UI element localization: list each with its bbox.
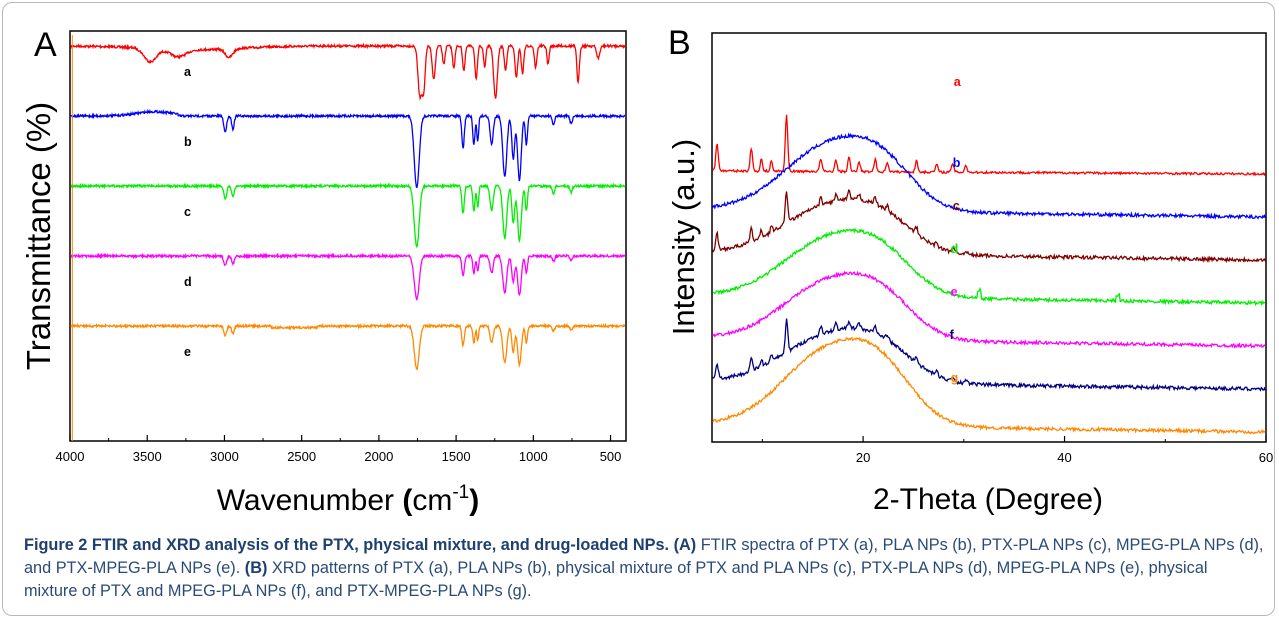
- caption-b-text: XRD patterns of PTX (a), PLA NPs (b), ph…: [24, 559, 1208, 600]
- panel-b-series-line-a: [712, 114, 1266, 177]
- panel-b-series-line-f: [712, 318, 1266, 392]
- panel-b-series-label-f: f: [950, 328, 955, 342]
- panel-a-x-tick-label: 2500: [287, 449, 316, 464]
- panel-a-x-axis-label-paren-open: (: [402, 484, 412, 517]
- panel-b-series-label-d: d: [951, 242, 959, 256]
- panel-a: A 4000 3500 3000 2500 2000 1500 1000 500 abcde …: [20, 26, 627, 517]
- panel-b-series-group: a b c d e f g: [711, 75, 1266, 435]
- caption-title: Figure 2 FTIR and XRD analysis of the PT…: [24, 536, 670, 554]
- panel-b-series-line-g: [712, 336, 1266, 435]
- panel-b-x-tick-label: 40: [1057, 450, 1071, 465]
- panel-a-x-axis-label-superscript: -1: [452, 482, 469, 503]
- panel-b-series-line-c: [711, 189, 1266, 264]
- panel-b-series-label-b: b: [953, 156, 961, 170]
- panel-b-series-line-e: [711, 270, 1266, 349]
- panel-b-series-label-a: a: [954, 75, 962, 89]
- panel-a-x-ticks: 4000 3500 3000 2500 2000 1500 1000 500: [56, 435, 622, 464]
- panel-b-x-axis-label: 2-Theta (Degree): [873, 483, 1103, 516]
- panel-b-series-label-c: c: [953, 199, 960, 213]
- panel-b-axes-frame: [711, 32, 1267, 443]
- panel-b-series-label-e: e: [951, 285, 958, 299]
- panel-a-x-tick-label: 500: [600, 449, 622, 464]
- panel-a-series-label-e: e: [184, 345, 191, 359]
- caption-a-tag: (A): [673, 536, 697, 554]
- panel-a-x-tick-label: 1500: [442, 449, 471, 464]
- panel-a-series-line-b: [70, 108, 626, 189]
- panel-b: B 20 40 60 a b c d e f g Intensity (a.u.) 2-Thet…: [666, 24, 1273, 516]
- panel-b-x-tick-label: 20: [856, 450, 870, 465]
- panel-b-series-label-g: g: [951, 371, 959, 385]
- panel-a-series-line-e: [70, 322, 626, 371]
- panel-a-series-line-c: [70, 182, 626, 248]
- caption-a-text: FTIR spectra of PTX (a), PLA NPs (b), PT…: [24, 536, 1264, 577]
- panel-a-x-tick-label: 3500: [133, 449, 162, 464]
- panel-a-x-tick-label: 4000: [56, 449, 85, 464]
- panel-b-series-line-d: [712, 227, 1266, 307]
- panel-a-x-axis-label-main: Wavenumber: [217, 484, 403, 517]
- panel-a-series-line-d: [70, 252, 626, 301]
- panel-a-x-axis-label-paren-close: ): [469, 484, 479, 517]
- panel-b-x-ticks: 20 40 60: [761, 436, 1273, 465]
- panel-a-x-tick-label: 2000: [364, 449, 393, 464]
- panel-a-series-line-a: [70, 42, 626, 101]
- panel-b-series-line-b: [711, 132, 1266, 220]
- panel-a-x-axis-label: Wavenumber (cm-1): [217, 482, 480, 517]
- panel-a-series-label-b: b: [184, 135, 192, 149]
- panel-a-axes-frame: [69, 30, 627, 442]
- figure-canvas: A 4000 3500 3000 2500 2000 1500 1000 500 abcde …: [20, 24, 1273, 517]
- panel-b-y-axis-label: Intensity (a.u.): [666, 139, 701, 335]
- panel-a-label: A: [34, 26, 57, 64]
- panel-a-x-axis-label-unit: cm: [412, 484, 452, 517]
- figure-caption: Figure 2 FTIR and XRD analysis of the PT…: [24, 534, 1264, 603]
- panel-a-x-tick-label: 3000: [210, 449, 239, 464]
- panel-b-label: B: [668, 24, 691, 62]
- panel-a-series-group: a b c d e: [70, 35, 626, 441]
- panel-a-x-tick-label: 1000: [519, 449, 548, 464]
- caption-b-tag: (B): [244, 559, 268, 577]
- panel-b-x-tick-label: 60: [1259, 450, 1273, 465]
- panel-a-series-label-a: a: [184, 65, 192, 79]
- panel-a-series-label-d: d: [184, 275, 192, 289]
- panel-a-y-axis-label: Transmittance (%): [20, 102, 57, 370]
- panel-a-series-label-c: c: [184, 205, 191, 219]
